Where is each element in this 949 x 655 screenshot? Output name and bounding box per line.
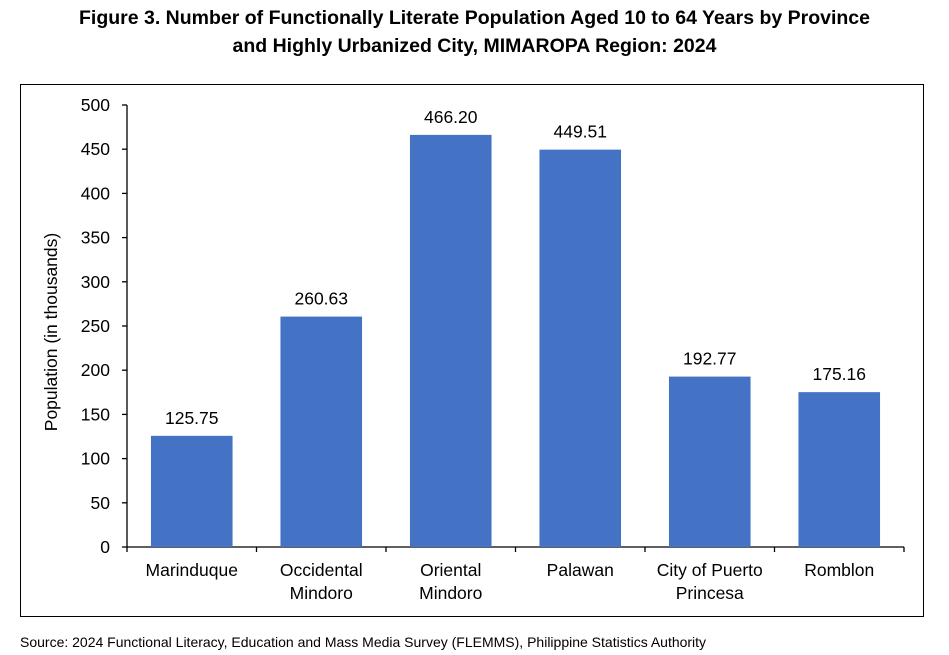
chart-title: Figure 3. Number of Functionally Literat… xyxy=(0,4,949,60)
chart-title-line-1: Figure 3. Number of Functionally Literat… xyxy=(78,7,871,29)
x-tick-label: Occidental xyxy=(280,560,363,580)
data-label: 175.16 xyxy=(812,364,866,384)
bar xyxy=(668,376,751,547)
x-tick-label: Mindoro xyxy=(290,583,353,603)
bar xyxy=(798,392,881,547)
x-tick-label: City of Puerto xyxy=(657,560,763,580)
y-tick-label: 150 xyxy=(81,404,110,424)
x-tick-label: Marinduque xyxy=(146,560,238,580)
y-tick-label: 0 xyxy=(100,537,110,557)
data-label: 260.63 xyxy=(294,289,348,309)
source-note: Source: 2024 Functional Literacy, Educat… xyxy=(20,634,707,650)
chart-frame xyxy=(20,84,924,617)
data-label: 192.77 xyxy=(683,349,737,369)
x-tick-label: Oriental xyxy=(420,560,481,580)
y-tick-label: 450 xyxy=(81,139,110,159)
data-label: 125.75 xyxy=(165,408,219,428)
x-tick-label: Mindoro xyxy=(419,583,482,603)
data-label: 466.20 xyxy=(424,107,478,127)
y-tick-label: 200 xyxy=(81,360,110,380)
y-tick-label: 100 xyxy=(81,449,110,469)
x-tick-label: Palawan xyxy=(547,560,614,580)
chart-title-line-2: and Highly Urbanized City, MIMAROPA Regi… xyxy=(232,35,717,57)
y-tick-label: 400 xyxy=(81,183,110,203)
y-axis-title: Population (in thousands) xyxy=(41,233,61,431)
y-tick-label: 500 xyxy=(81,95,110,115)
y-tick-label: 300 xyxy=(81,272,110,292)
bar xyxy=(150,435,233,547)
y-tick-label: 250 xyxy=(81,316,110,336)
data-label: 449.51 xyxy=(553,122,607,142)
bar xyxy=(409,134,492,547)
x-tick-label: Princesa xyxy=(676,583,744,603)
y-tick-label: 350 xyxy=(81,228,110,248)
bar xyxy=(539,149,622,547)
bar xyxy=(280,316,363,547)
y-tick-label: 50 xyxy=(91,493,111,513)
x-tick-label: Romblon xyxy=(804,560,874,580)
